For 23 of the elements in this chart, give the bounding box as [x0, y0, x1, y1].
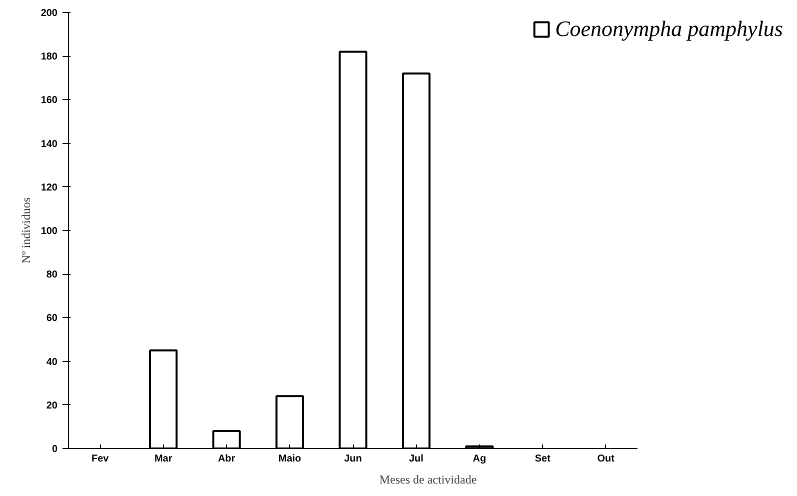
- y-tick-label: 180: [40, 52, 58, 63]
- x-tick-label: Jul: [409, 454, 424, 464]
- legend-label: Coenonympha pamphylus: [555, 16, 783, 42]
- x-tick-label: Jun: [344, 454, 362, 464]
- y-tick-label: 160: [40, 95, 58, 106]
- x-tick-label: Abr: [218, 454, 236, 464]
- x-tick-label: Fev: [91, 454, 110, 464]
- y-tick-label: 60: [46, 313, 58, 324]
- y-tick-label: 100: [40, 226, 58, 237]
- y-tick-label: 40: [46, 356, 58, 368]
- y-tick-label: 80: [46, 270, 58, 281]
- y-tick-label: 120: [40, 182, 58, 194]
- x-tick-label: Mar: [154, 454, 172, 464]
- x-tick-label: Maio: [278, 454, 302, 464]
- x-axis-title: Meses de actividade: [379, 472, 477, 486]
- x-tick-label: Set: [534, 454, 552, 464]
- y-tick-label: 20: [46, 400, 58, 412]
- x-tick-label: Ag: [472, 454, 486, 464]
- x-tick-label: Out: [597, 454, 616, 464]
- y-tick-label: 140: [40, 138, 58, 150]
- y-axis-title: Nº individuos: [18, 197, 33, 264]
- y-tick-label: 0: [52, 444, 58, 455]
- y-tick-label: 200: [40, 8, 58, 19]
